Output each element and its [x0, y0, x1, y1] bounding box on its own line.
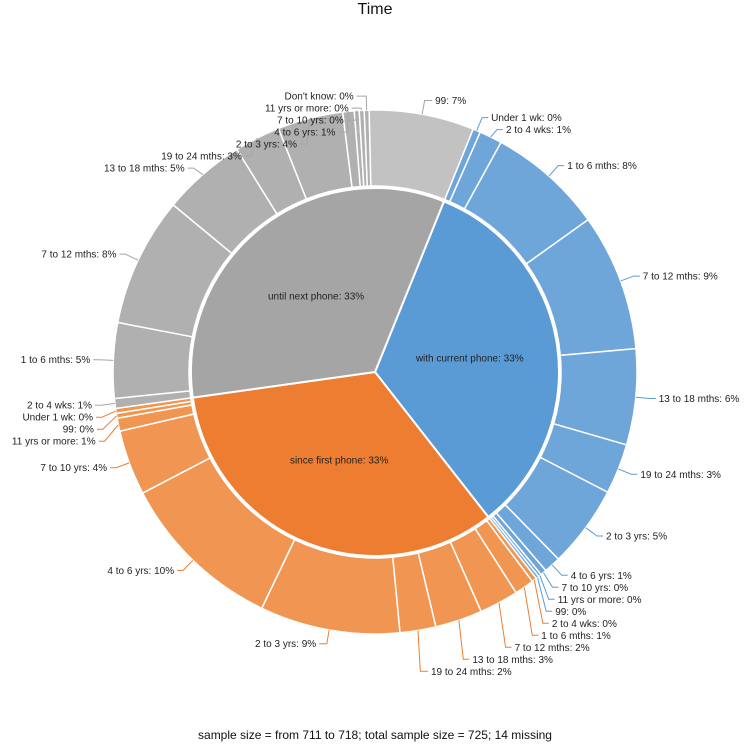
label-leader-line	[319, 629, 330, 645]
outer-slice-label: 19 to 24 mths: 2%	[431, 667, 512, 678]
inner-slice-label: with current phone: 33%	[415, 354, 524, 365]
chart-footer: sample size = from 711 to 718; total sam…	[198, 728, 552, 742]
outer-slice-label: Don't know: 0%	[285, 92, 354, 103]
label-leader-line	[95, 403, 115, 406]
label-leader-line	[346, 110, 358, 121]
outer-slice-label: 7 to 12 mths: 8%	[41, 250, 116, 261]
label-leader-line	[523, 587, 539, 636]
inner-slice	[190, 187, 446, 399]
outer-slice-label: 13 to 18 mths: 3%	[472, 655, 553, 666]
outer-slice-label: 7 to 12 mths: 2%	[515, 643, 590, 654]
label-leader-line	[498, 602, 512, 648]
outer-slice-label: 7 to 10 yrs: 4%	[40, 463, 107, 474]
outer-slice-label: 7 to 10 yrs: 0%	[277, 116, 344, 127]
label-leader-line	[244, 137, 258, 157]
outer-slice-label: 2 to 4 wks: 1%	[27, 401, 92, 412]
label-leader-line	[98, 424, 119, 442]
outer-slice-label: 7 to 10 yrs: 0%	[562, 583, 629, 594]
outer-slice	[368, 109, 475, 201]
inner-slice-label: until next phone: 33%	[268, 292, 364, 303]
label-leader-line	[96, 415, 118, 430]
inner-slice	[373, 200, 560, 519]
outer-slice-label: 11 yrs or more: 1%	[12, 437, 96, 448]
label-leader-line	[533, 579, 549, 624]
label-leader-line	[620, 275, 640, 282]
label-leader-line	[351, 107, 363, 111]
outer-slice-label: Under 1 wk: 0%	[491, 113, 562, 124]
outer-slice-label: 4 to 6 yrs: 1%	[274, 128, 335, 139]
outer-slice-label: 4 to 6 yrs: 10%	[107, 566, 174, 577]
outer-slice-label: 1 to 6 mths: 8%	[567, 161, 637, 172]
outer-slice-label: 19 to 24 mths: 3%	[640, 470, 721, 481]
label-leader-line	[93, 359, 114, 361]
label-leader-line	[490, 129, 503, 138]
label-leader-line	[476, 117, 489, 131]
outer-slice-label: 99: 0%	[555, 607, 586, 618]
outer-slice-label: 7 to 12 mths: 9%	[643, 272, 718, 283]
label-leader-line	[548, 165, 565, 177]
outer-slice-label: 13 to 18 mths: 5%	[104, 164, 185, 175]
inner-slice-label: since first phone: 33%	[290, 456, 388, 467]
outer-slice-label: 2 to 3 yrs: 5%	[606, 531, 667, 542]
outer-slice-label: 11 yrs or more: 0%	[558, 595, 642, 606]
inner-slice	[191, 370, 490, 557]
outer-slice-label: 4 to 6 yrs: 1%	[571, 571, 632, 582]
label-leader-line	[543, 572, 559, 588]
label-leader-line	[300, 118, 311, 145]
outer-slice-label: 11 yrs or more: 0%	[265, 104, 349, 115]
outer-slice-label: 2 to 4 wks: 0%	[552, 619, 617, 630]
outer-slice-label: Under 1 wk: 0%	[22, 413, 93, 424]
label-leader-line	[177, 559, 194, 571]
label-leader-line	[421, 100, 433, 115]
label-leader-line	[537, 577, 553, 612]
label-leader-line	[551, 564, 568, 576]
label-leader-line	[618, 468, 638, 475]
outer-slice-label: 2 to 3 yrs: 4%	[236, 140, 297, 151]
label-leader-line	[458, 620, 470, 660]
outer-slice-label: 13 to 18 mths: 6%	[659, 394, 740, 405]
label-leader-line	[110, 462, 130, 469]
label-leader-line	[417, 630, 428, 672]
label-leader-line	[119, 253, 139, 261]
label-leader-line	[96, 410, 117, 418]
outer-slice-label: 2 to 3 yrs: 9%	[255, 639, 316, 650]
outer-slice-label: 1 to 6 mths: 5%	[21, 355, 91, 366]
outer-slice-label: 19 to 24 mths: 3%	[161, 152, 242, 163]
label-leader-line	[635, 396, 656, 400]
label-leader-line	[356, 95, 368, 111]
outer-slice-label: 1 to 6 mths: 1%	[541, 631, 611, 642]
label-leader-line	[539, 575, 555, 600]
outer-slice-label: 99: 7%	[435, 96, 466, 107]
label-leader-line	[585, 527, 604, 537]
label-leader-line	[338, 111, 349, 133]
label-leader-line	[187, 167, 204, 175]
chart-title: Time	[357, 1, 393, 18]
outer-slice-label: 99: 0%	[63, 425, 94, 436]
outer-slice-label: 2 to 4 wks: 1%	[506, 125, 571, 136]
